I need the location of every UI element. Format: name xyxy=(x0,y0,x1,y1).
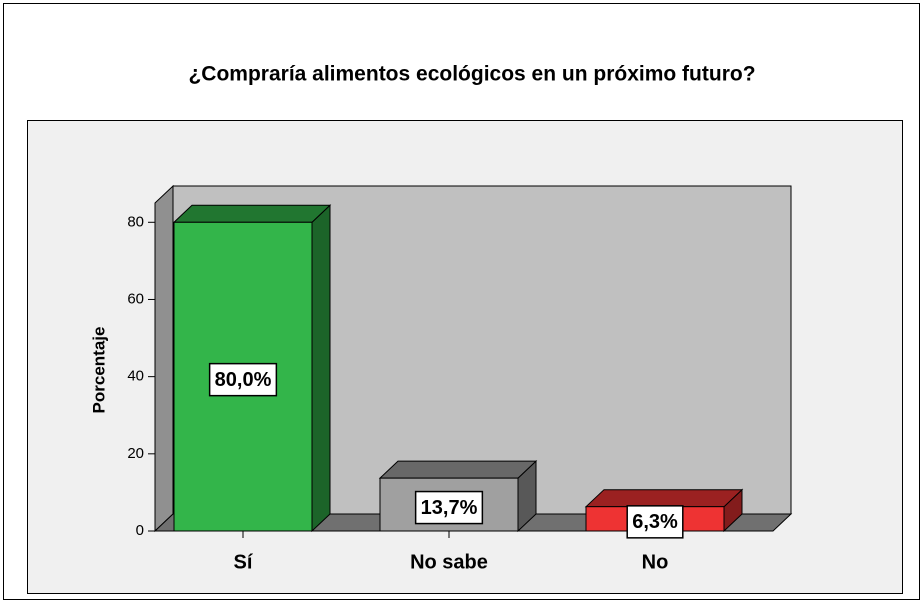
chart-title: ¿Compraría alimentos ecológicos en un pr… xyxy=(188,63,755,86)
x-tick-label: Sí xyxy=(234,551,254,573)
y-tick-label: 20 xyxy=(127,445,144,462)
bar-side xyxy=(311,204,331,533)
value-label-box xyxy=(626,505,684,539)
value-label: 6,3% xyxy=(632,511,678,533)
bar-top xyxy=(172,204,332,223)
y-tick-label: 0 xyxy=(136,522,144,539)
value-label: 80,0% xyxy=(215,369,272,391)
x-tick-label: No xyxy=(642,551,669,573)
value-label: 13,7% xyxy=(421,497,478,519)
y-tick-label: 40 xyxy=(127,368,144,385)
y-axis-label: Porcentaje xyxy=(89,327,108,414)
x-tick-label: No sabe xyxy=(410,551,488,573)
value-label-box xyxy=(208,362,278,397)
bar-top xyxy=(378,460,538,479)
y-tick-label: 60 xyxy=(127,290,144,307)
y-tick-label: 80 xyxy=(127,213,144,230)
bar-top xyxy=(584,489,744,508)
value-label-box xyxy=(414,490,484,525)
left-wall xyxy=(154,184,174,533)
